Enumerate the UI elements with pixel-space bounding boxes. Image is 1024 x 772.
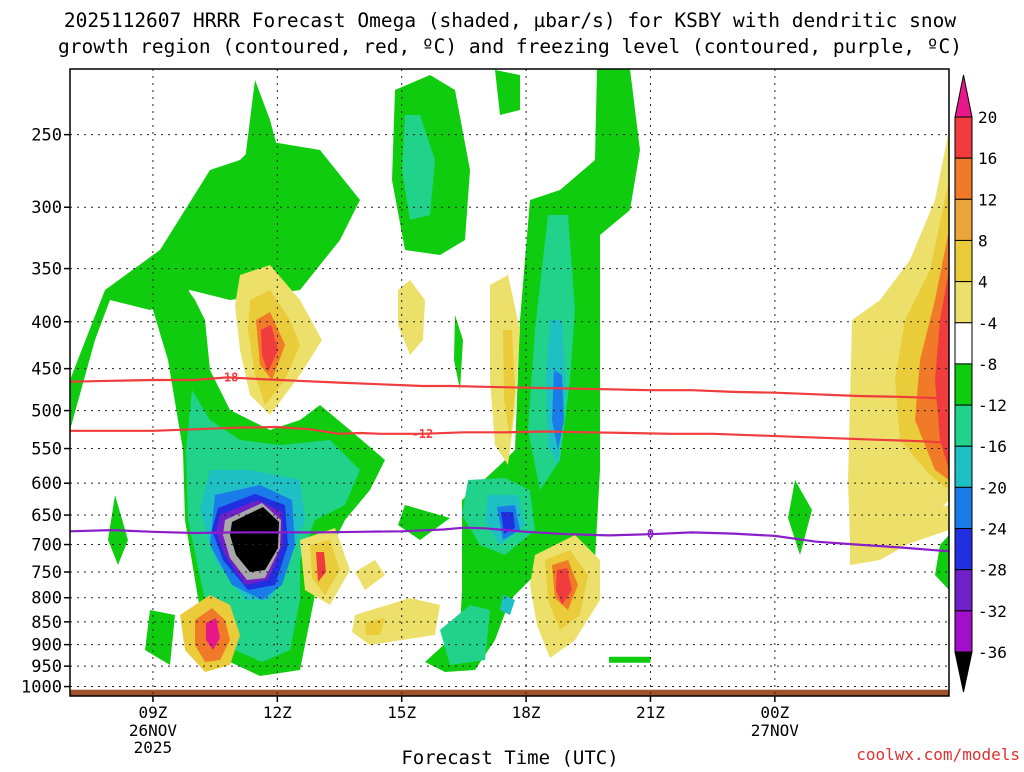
omega-region (402, 115, 435, 220)
omega-shading (70, 69, 949, 676)
omega-region (935, 535, 949, 590)
x-tick-date: 27NOV (751, 721, 800, 740)
credit-text: coolwx.com/models (856, 745, 1020, 764)
colorbar-swatch (954, 239, 973, 283)
colorbar-label: -16 (978, 437, 1007, 456)
omega-region (398, 280, 425, 355)
omega-region (245, 80, 285, 215)
dendritic-snow-lower-label: -12 (412, 427, 434, 441)
colorbar-top-triangle (954, 74, 973, 118)
colorbar-swatch (954, 610, 973, 653)
x-tick-year: 2025 (134, 738, 173, 757)
colorbar: 20 16 12 8 4 -4 -8 -12 -16 -20 -24 -28 -32 -36 (954, 74, 1007, 693)
colorbar-label: -32 (978, 602, 1007, 621)
colorbar-swatch (954, 486, 973, 530)
colorbar-label: -24 (978, 520, 1007, 539)
x-axis-title: Forecast Time (UTC) (401, 747, 618, 768)
y-tick-label: 350 (31, 260, 62, 280)
chart-title-line-1: 2025112607 HRRR Forecast Omega (shaded, … (64, 9, 956, 32)
omega-region (365, 618, 385, 635)
y-tick-label: 650 (31, 506, 62, 526)
y-tick-label: 800 (31, 589, 62, 609)
axes: 250 300 350 400 450 500 550 600 650 700 750 800 850 9… (21, 126, 799, 757)
omega-region (500, 595, 515, 615)
y-tick-label: 1000 (21, 678, 62, 698)
x-tick-label: 00Z (760, 703, 789, 722)
colorbar-label: 16 (978, 149, 997, 168)
colorbar-swatch (954, 281, 973, 324)
y-tick-label: 550 (31, 440, 62, 460)
colorbar-label: 8 (978, 231, 988, 250)
colorbar-swatch (954, 363, 973, 406)
dendritic-snow-upper-line (70, 376, 949, 400)
y-tick-label: 300 (31, 198, 62, 218)
colorbar-swatch (954, 569, 973, 612)
colorbar-swatch (954, 157, 973, 200)
x-tick-date: 26NOV (129, 721, 178, 740)
omega-region (552, 370, 564, 450)
colorbar-label: 20 (978, 108, 997, 127)
colorbar-label: 4 (978, 273, 988, 292)
omega-region (556, 568, 572, 605)
omega-region (70, 140, 360, 430)
y-tick-label: 700 (31, 536, 62, 556)
y-tick-label: 250 (31, 126, 62, 146)
contours: -18 -12 0 (70, 370, 949, 553)
y-tick-label: 600 (31, 474, 62, 494)
colorbar-bottom-triangle (954, 651, 973, 693)
y-tick-label: 400 (31, 313, 62, 333)
colorbar-label: 12 (978, 190, 997, 209)
colorbar-swatch (954, 404, 973, 447)
plot-frame (69, 68, 950, 697)
colorbar-swatch (954, 445, 973, 488)
freezing-level-label: 0 (647, 527, 654, 541)
dendritic-snow-upper-label: -18 (217, 370, 239, 384)
colorbar-label: -4 (978, 314, 997, 333)
x-tick-label: 21Z (636, 703, 665, 722)
colorbar-swatch (954, 322, 973, 365)
y-tick-label: 750 (31, 563, 62, 583)
omega-region (454, 315, 463, 390)
omega-region (398, 505, 450, 540)
omega-region (495, 70, 520, 115)
omega-region (230, 507, 279, 572)
colorbar-swatch (954, 116, 973, 159)
omega-region (145, 610, 175, 665)
y-tick-label: 850 (31, 613, 62, 633)
ground-surface (70, 689, 949, 696)
y-tick-label: 450 (31, 360, 62, 380)
colorbar-label: -28 (978, 561, 1007, 580)
omega-region (440, 605, 490, 665)
x-tick-label: 15Z (387, 703, 416, 722)
x-tick-label: 12Z (263, 703, 292, 722)
freezing-level-line (70, 526, 949, 553)
y-tick-label: 900 (31, 636, 62, 656)
x-tick-label: 09Z (138, 703, 167, 722)
omega-region (850, 505, 949, 565)
y-tick-label: 500 (31, 402, 62, 422)
colorbar-label: -20 (978, 478, 1007, 497)
colorbar-swatch (954, 198, 973, 241)
omega-region (316, 552, 326, 582)
colorbar-label: -36 (978, 643, 1007, 662)
x-tick-label: 18Z (512, 703, 541, 722)
chart-title-line-2: growth region (contoured, red, ºC) and f… (58, 35, 962, 58)
omega-region (501, 512, 515, 534)
omega-region (503, 330, 515, 440)
omega-region (261, 325, 278, 372)
omega-region (206, 618, 220, 650)
colorbar-label: -12 (978, 396, 1007, 415)
colorbar-label: -8 (978, 355, 997, 374)
omega-region (788, 480, 812, 555)
omega-region (935, 270, 949, 470)
omega-region (355, 560, 385, 590)
y-tick-label: 950 (31, 657, 62, 677)
dendritic-snow-lower-line (70, 425, 949, 444)
colorbar-swatch (954, 528, 973, 571)
